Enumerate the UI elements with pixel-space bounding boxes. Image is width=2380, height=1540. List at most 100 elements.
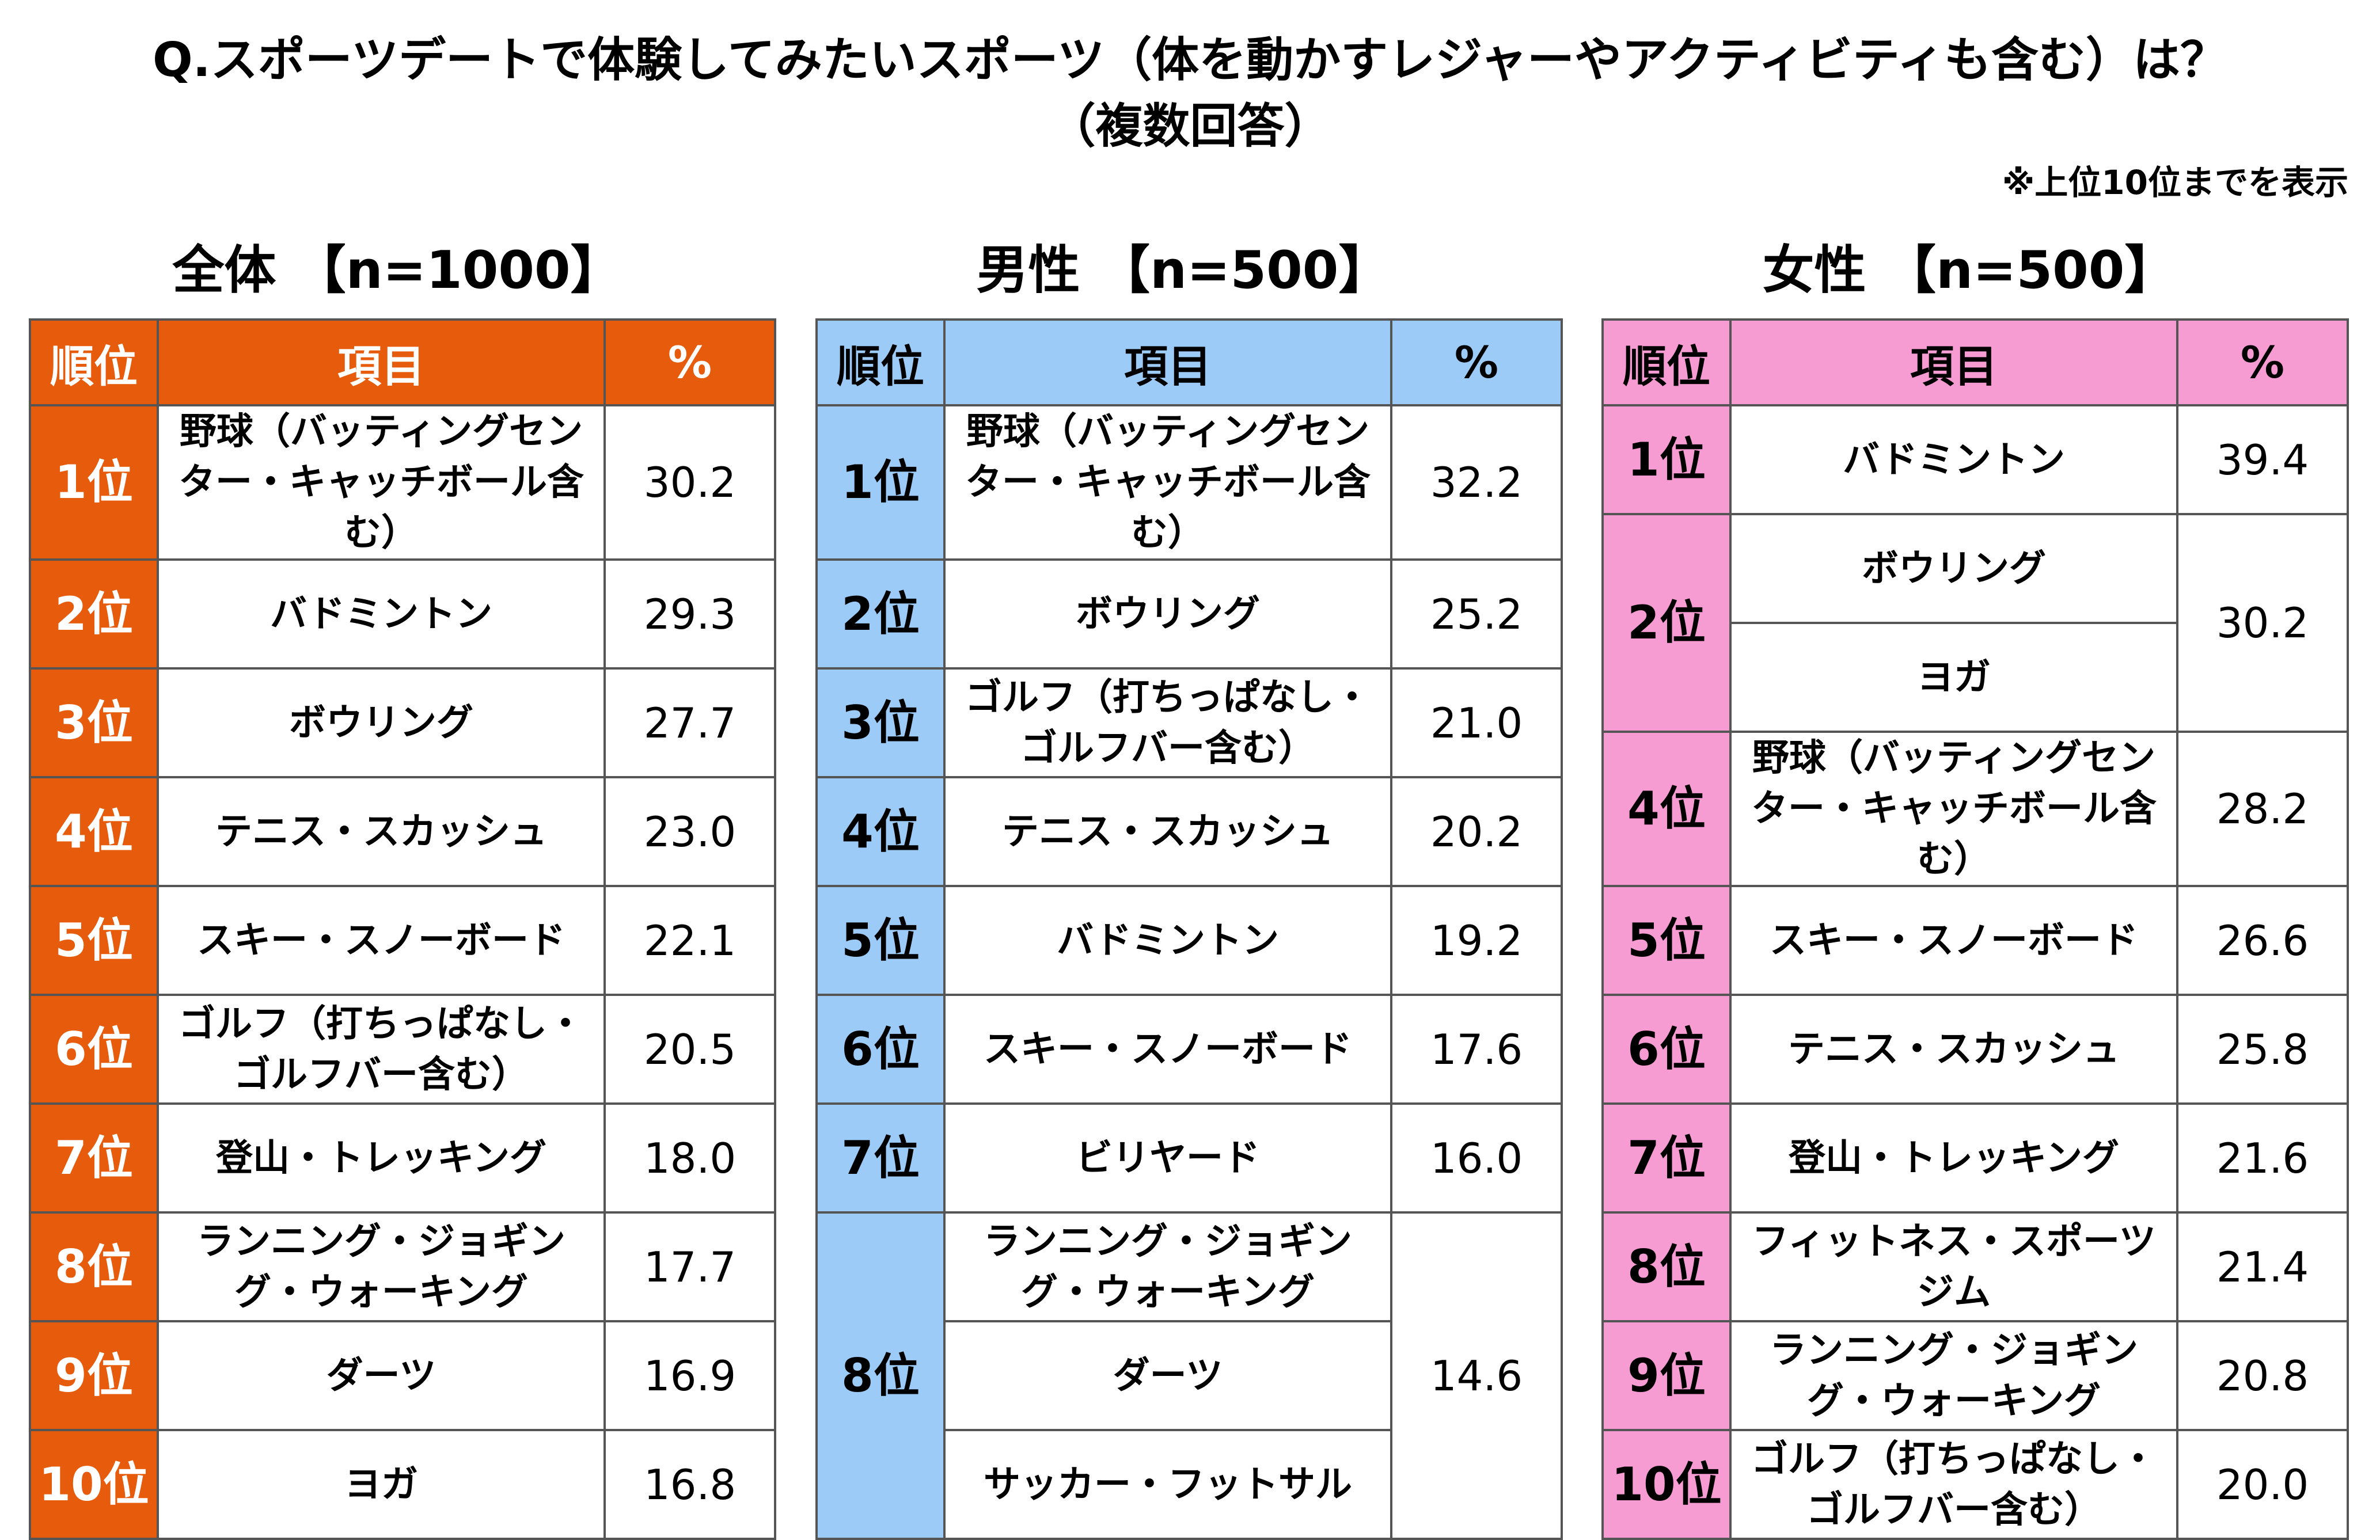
- table-row: 9位 ランニング・ジョギング・ウォーキング 20.8: [1601, 1320, 2349, 1431]
- rank-cell: 1位: [1601, 404, 1732, 515]
- table-row: ヨガ: [1603, 622, 2348, 733]
- rank-cell: 7位: [815, 1102, 946, 1214]
- item-cell: ランニング・ジョギング・ウォーキング: [943, 1211, 1392, 1322]
- header-item: 項目: [1729, 318, 2178, 406]
- rank-cell: 4位: [29, 776, 159, 887]
- item-cell: バドミントン: [157, 558, 606, 670]
- rank-cell: 10位: [1601, 1429, 1732, 1540]
- item-cell: ゴルフ（打ちっぱなし・ゴルフバー含む）: [943, 667, 1392, 778]
- rank-cell: 5位: [1601, 885, 1732, 996]
- percent-cell: 25.8: [2176, 994, 2349, 1105]
- item-cell: ヨガ: [157, 1429, 606, 1540]
- header-item: 項目: [157, 318, 606, 406]
- percent-cell: 16.8: [603, 1429, 776, 1540]
- table-row: 9位 ダーツ 16.9: [29, 1320, 776, 1431]
- table-row: 4位 野球（バッティングセンター・キャッチボール含む） 28.2: [1601, 731, 2349, 887]
- item-cell: スキー・スノーボード: [943, 994, 1392, 1105]
- item-cell: ボウリング: [157, 667, 606, 778]
- percent-cell: 29.3: [603, 558, 776, 670]
- display-note: ※上位10位までを表示: [2002, 163, 2348, 202]
- table-row: 8位 ランニング・ジョギング・ウォーキング 14.6: [815, 1211, 1563, 1540]
- rank-cell: 9位: [29, 1320, 159, 1431]
- percent-cell: 20.2: [1390, 776, 1563, 887]
- rank-cell: 4位: [815, 776, 946, 887]
- item-cell: テニス・スカッシュ: [1729, 994, 2178, 1105]
- percent-cell: 25.2: [1390, 558, 1563, 670]
- table-row: 7位 登山・トレッキング 21.6: [1601, 1102, 2349, 1214]
- percent-cell: 20.0: [2176, 1429, 2349, 1540]
- item-cell: スキー・スノーボード: [157, 885, 606, 996]
- item-cell: ヨガ: [1729, 622, 2178, 733]
- percent-cell: 14.6: [1390, 1211, 1563, 1540]
- table-row: ダーツ: [817, 1320, 1562, 1431]
- percent-cell: 39.4: [2176, 404, 2349, 515]
- rank-cell: 4位: [1601, 731, 1732, 887]
- rank-cell: 7位: [1601, 1102, 1732, 1214]
- item-cell: 登山・トレッキング: [157, 1102, 606, 1214]
- table-row: 1位 野球（バッティングセンター・キャッチボール含む） 30.2: [29, 404, 776, 561]
- rank-cell: 8位: [1601, 1211, 1732, 1322]
- item-cell: スキー・スノーボード: [1729, 885, 2178, 996]
- percent-cell: 17.7: [603, 1211, 776, 1322]
- header-rank: 順位: [815, 318, 946, 406]
- table-row: 1位 バドミントン 39.4: [1601, 404, 2349, 515]
- item-cell: ランニング・ジョギング・ウォーキング: [1729, 1320, 2178, 1431]
- percent-cell: 20.5: [603, 994, 776, 1105]
- ranking-table-female: 順位 項目 % 1位 バドミントン 39.4 2位 ボウリング 30.2 ヨガ 4位 野球（バッ…: [1601, 318, 2349, 1540]
- item-cell: ボウリング: [943, 558, 1392, 670]
- percent-cell: 21.6: [2176, 1102, 2349, 1214]
- header-item: 項目: [943, 318, 1392, 406]
- table-row: 4位 テニス・スカッシュ 23.0: [29, 776, 776, 887]
- item-cell: ランニング・ジョギング・ウォーキング: [157, 1211, 606, 1322]
- table-row: 10位 ゴルフ（打ちっぱなし・ゴルフバー含む） 20.0: [1601, 1429, 2349, 1540]
- table-row: 3位 ボウリング 27.7: [29, 667, 776, 778]
- item-cell: フィットネス・スポーツジム: [1729, 1211, 2178, 1322]
- rank-cell: 6位: [815, 994, 946, 1105]
- rank-cell: 2位: [1601, 513, 1732, 733]
- header-pct: %: [2176, 318, 2349, 406]
- percent-cell: 30.2: [603, 404, 776, 561]
- percent-cell: 28.2: [2176, 731, 2349, 887]
- panel-title-male: 男性 【n=500】: [976, 240, 1391, 301]
- item-cell: ダーツ: [943, 1320, 1392, 1431]
- panel-title-overall: 全体 【n=1000】: [172, 240, 622, 301]
- percent-cell: 19.2: [1390, 885, 1563, 996]
- rank-cell: 8位: [29, 1211, 159, 1322]
- rank-cell: 1位: [815, 404, 946, 561]
- percent-cell: 30.2: [2176, 513, 2349, 733]
- table-row: 8位 フィットネス・スポーツジム 21.4: [1601, 1211, 2349, 1322]
- table-row: 5位 バドミントン 19.2: [815, 885, 1563, 996]
- rank-cell: 3位: [29, 667, 159, 778]
- item-cell: テニス・スカッシュ: [157, 776, 606, 887]
- item-cell: サッカー・フットサル: [943, 1429, 1392, 1540]
- table-row: 3位 ゴルフ（打ちっぱなし・ゴルフバー含む） 21.0: [815, 667, 1563, 778]
- item-cell: 野球（バッティングセンター・キャッチボール含む）: [1729, 731, 2178, 887]
- percent-cell: 16.9: [603, 1320, 776, 1431]
- percent-cell: 17.6: [1390, 994, 1563, 1105]
- percent-cell: 27.7: [603, 667, 776, 778]
- rank-cell: 2位: [29, 558, 159, 670]
- table-row: 5位 スキー・スノーボード 26.6: [1601, 885, 2349, 996]
- table-row: 4位 テニス・スカッシュ 20.2: [815, 776, 1563, 887]
- percent-cell: 21.0: [1390, 667, 1563, 778]
- percent-cell: 21.4: [2176, 1211, 2349, 1322]
- percent-cell: 22.1: [603, 885, 776, 996]
- item-cell: 野球（バッティングセンター・キャッチボール含む）: [157, 404, 606, 561]
- item-cell: バドミントン: [1729, 404, 2178, 515]
- percent-cell: 18.0: [603, 1102, 776, 1214]
- ranking-table-male: 順位 項目 % 1位 野球（バッティングセンター・キャッチボール含む） 32.2 2位…: [815, 318, 1563, 1540]
- header-rank: 順位: [1601, 318, 1732, 406]
- table-row: 2位 ボウリング 30.2: [1601, 513, 2349, 733]
- rank-cell: 7位: [29, 1102, 159, 1214]
- table-row: 6位 スキー・スノーボード 17.6: [815, 994, 1563, 1105]
- percent-cell: 16.0: [1390, 1102, 1563, 1214]
- rank-cell: 5位: [29, 885, 159, 996]
- percent-cell: 20.8: [2176, 1320, 2349, 1431]
- rank-cell: 6位: [1601, 994, 1732, 1105]
- item-cell: バドミントン: [943, 885, 1392, 996]
- rank-cell: 6位: [29, 994, 159, 1105]
- item-cell: ゴルフ（打ちっぱなし・ゴルフバー含む）: [1729, 1429, 2178, 1540]
- item-cell: ダーツ: [157, 1320, 606, 1431]
- table-row: 7位 登山・トレッキング 18.0: [29, 1102, 776, 1214]
- rank-cell: 3位: [815, 667, 946, 778]
